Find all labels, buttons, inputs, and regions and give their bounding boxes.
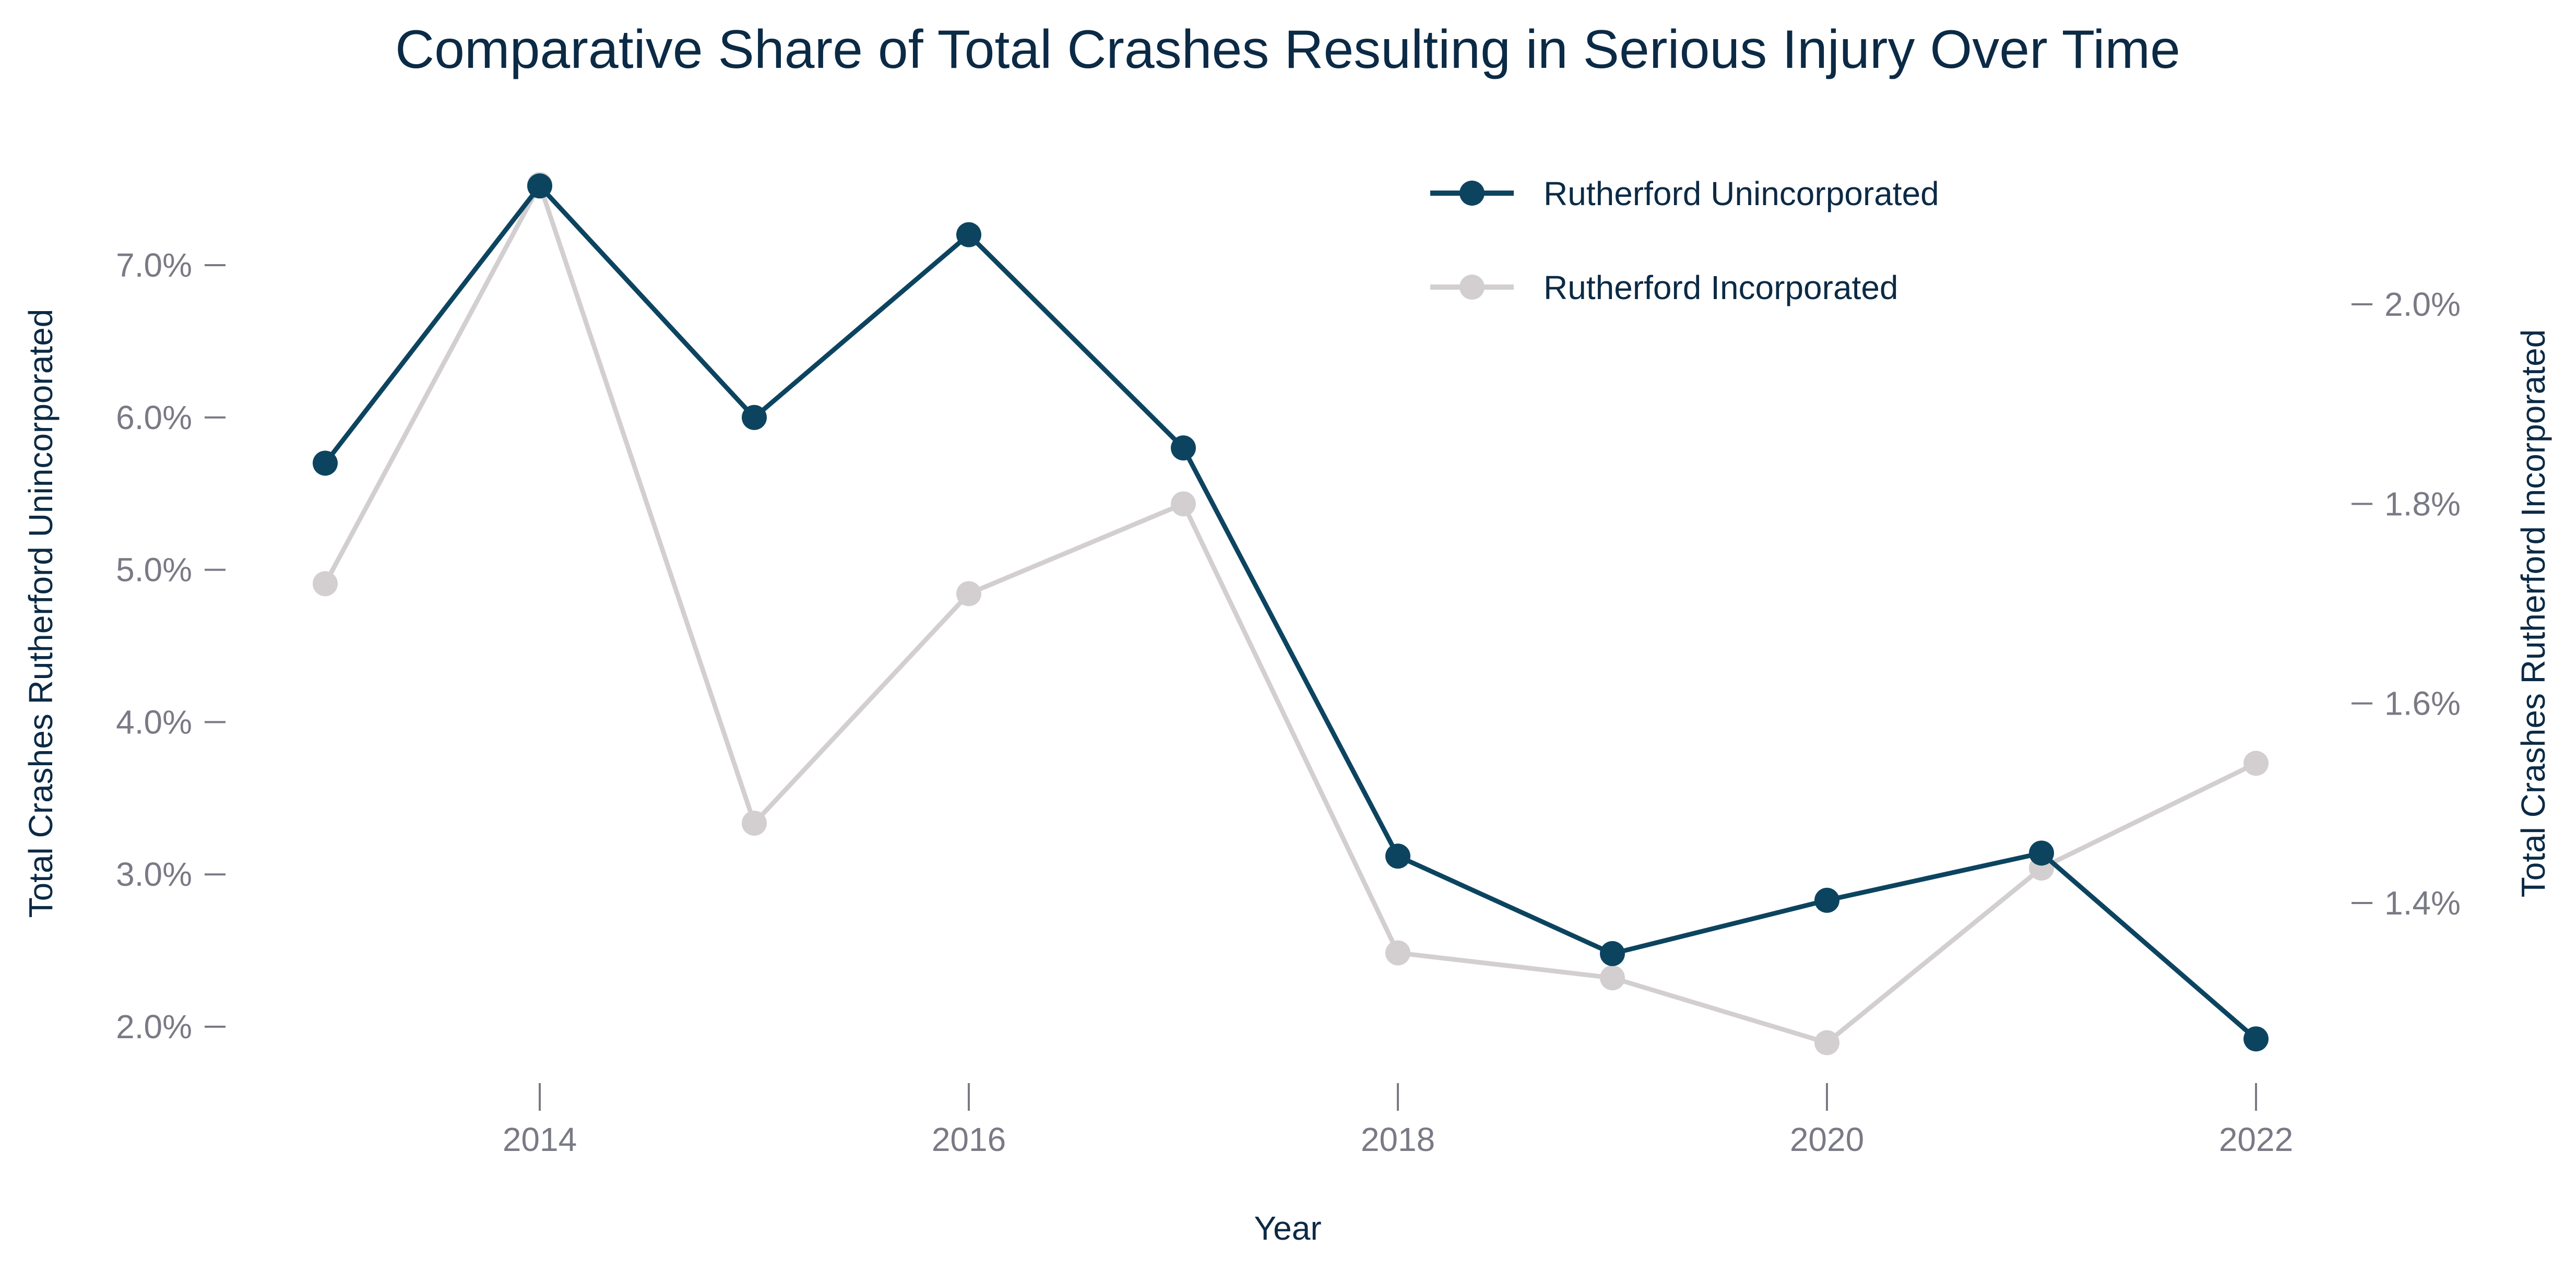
data-point-incorporated-2016[interactable] bbox=[956, 581, 981, 607]
data-point-unincorporated-2015[interactable] bbox=[742, 405, 767, 430]
left-y-axis-title: Total Crashes Rutherford Unincorporated bbox=[22, 309, 60, 918]
x-tick-label: 2018 bbox=[1361, 1121, 1435, 1158]
x-tick-label: 2014 bbox=[503, 1121, 577, 1158]
data-point-incorporated-2022[interactable] bbox=[2243, 751, 2269, 776]
left-y-tick-label: 4.0% bbox=[116, 703, 192, 741]
right-y-axis-title: Total Crashes Rutherford Incorporated bbox=[2514, 329, 2552, 898]
data-point-incorporated-2020[interactable] bbox=[1814, 1030, 1839, 1055]
legend-marker-incorporated bbox=[1459, 275, 1485, 300]
legend-marker-unincorporated bbox=[1459, 181, 1485, 206]
data-point-unincorporated-2017[interactable] bbox=[1171, 435, 1196, 461]
legend-label-incorporated: Rutherford Incorporated bbox=[1544, 269, 1898, 306]
data-point-incorporated-2017[interactable] bbox=[1171, 491, 1196, 517]
legend: Rutherford Unincorporated Rutherford Inc… bbox=[1430, 175, 1939, 306]
legend-item-unincorporated[interactable]: Rutherford Unincorporated bbox=[1430, 175, 1939, 212]
data-point-incorporated-2018[interactable] bbox=[1385, 940, 1410, 966]
data-point-unincorporated-2018[interactable] bbox=[1385, 844, 1410, 869]
right-y-axis: 1.4% 1.6% 1.8% 2.0% bbox=[2352, 286, 2461, 922]
data-point-unincorporated-2019[interactable] bbox=[1600, 941, 1625, 966]
data-point-incorporated-2013[interactable] bbox=[313, 571, 338, 597]
series-layer bbox=[313, 172, 2269, 1055]
data-point-unincorporated-2021[interactable] bbox=[2029, 840, 2054, 866]
right-y-tick-label: 1.6% bbox=[2384, 685, 2461, 722]
data-point-unincorporated-2013[interactable] bbox=[313, 450, 338, 476]
series-line-incorporated bbox=[323, 182, 2257, 1046]
chart-title: Comparative Share of Total Crashes Resul… bbox=[395, 19, 2180, 80]
series-incorporated bbox=[313, 172, 2269, 1055]
data-point-incorporated-2015[interactable] bbox=[742, 811, 767, 836]
left-y-tick-label: 3.0% bbox=[116, 856, 192, 893]
x-tick-label: 2020 bbox=[1790, 1121, 1864, 1158]
data-point-unincorporated-2020[interactable] bbox=[1814, 887, 1839, 913]
left-y-tick-label: 2.0% bbox=[116, 1008, 192, 1046]
legend-label-unincorporated: Rutherford Unincorporated bbox=[1544, 175, 1939, 212]
left-y-tick-label: 6.0% bbox=[116, 399, 192, 436]
right-y-tick-label: 2.0% bbox=[2384, 286, 2461, 323]
data-point-unincorporated-2014[interactable] bbox=[527, 173, 552, 199]
x-axis-title: Year bbox=[1254, 1209, 1321, 1247]
left-y-axis: 2.0% 3.0% 4.0% 5.0% 6.0% 7.0% bbox=[116, 246, 225, 1046]
x-tick-label: 2022 bbox=[2219, 1121, 2293, 1158]
x-tick-label: 2016 bbox=[932, 1121, 1006, 1158]
right-y-tick-label: 1.4% bbox=[2384, 884, 2461, 922]
series-line-unincorporated bbox=[323, 183, 2258, 1041]
left-y-tick-label: 5.0% bbox=[116, 551, 192, 589]
legend-item-incorporated[interactable]: Rutherford Incorporated bbox=[1430, 269, 1898, 306]
x-axis: 2014 2016 2018 2020 2022 bbox=[503, 1083, 2293, 1158]
data-point-unincorporated-2016[interactable] bbox=[956, 222, 981, 247]
right-y-tick-label: 1.8% bbox=[2384, 485, 2461, 522]
left-y-tick-label: 7.0% bbox=[116, 246, 192, 284]
data-point-incorporated-2019[interactable] bbox=[1600, 965, 1625, 991]
data-point-unincorporated-2022[interactable] bbox=[2243, 1026, 2269, 1052]
series-unincorporated bbox=[313, 173, 2269, 1052]
